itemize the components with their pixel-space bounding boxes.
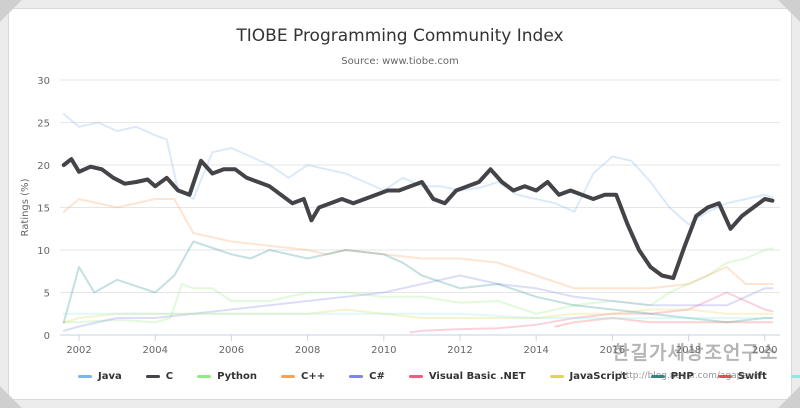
legend-item-visual-basic-net[interactable]: Visual Basic .NET [408, 368, 526, 384]
legend-label: C++ [301, 370, 326, 382]
series-line-visual-basic-net [409, 291, 774, 334]
x-tick-label: 2004 [143, 345, 168, 356]
legend-swatch [197, 374, 212, 378]
legend-swatch [349, 374, 364, 378]
y-tick-label: 5 [44, 289, 50, 300]
legend-item-c[interactable]: C# [349, 368, 385, 384]
series-line-c [62, 198, 774, 290]
watermark-text: 한길가세상조언구소 [612, 342, 779, 364]
y-tick-label: 0 [44, 331, 50, 342]
corner-top-left [0, 0, 22, 22]
watermark-url: http://blog.naver.com/agapeuni [620, 371, 762, 381]
y-tick-label: 20 [37, 161, 50, 172]
y-axis-title: Ratings (%) [20, 178, 31, 236]
x-tick-label: 2020 [752, 345, 777, 356]
legend-label: Python [217, 370, 258, 382]
legend-swatch [78, 374, 92, 378]
legend-item-c[interactable]: C [145, 368, 174, 384]
series-line-swift [554, 317, 774, 328]
corner-top-right [778, 0, 800, 22]
legend-label: Swift [737, 370, 767, 382]
legend-swatch [717, 374, 732, 378]
legend-swatch [281, 374, 296, 378]
y-tick-label: 15 [37, 204, 50, 215]
series-line-python [62, 247, 774, 324]
legend-label: Java [98, 370, 122, 382]
legend-item-python[interactable]: Python [197, 368, 257, 384]
legend-label: PHP [670, 370, 694, 382]
series-line-java [62, 113, 774, 226]
legend-swatch [145, 374, 160, 378]
legend-swatch [790, 374, 800, 378]
chart-subtitle: Source: www.tiobe.com [341, 56, 459, 67]
series-line-javascript [62, 308, 774, 324]
y-tick-label: 25 [37, 119, 50, 130]
corner-bottom-right [778, 386, 800, 408]
legend-item-sql[interactable]: SQL [790, 368, 800, 384]
legend-item-php[interactable]: PHP [650, 368, 694, 384]
series-line-c [62, 274, 774, 332]
legend-label: C# [369, 370, 385, 382]
corner-bottom-left [0, 386, 22, 408]
x-tick-label: 2016 [600, 345, 625, 356]
legend-swatch [549, 374, 564, 378]
x-tick-label: 2012 [447, 345, 472, 356]
legend-label: Visual Basic .NET [428, 370, 526, 382]
legend-label: C [165, 370, 174, 382]
x-tick-label: 2008 [295, 345, 320, 356]
series-line-php [62, 240, 774, 324]
chart-legend: Java C Python C++ C# Visual Basic .NET JavaScr… [78, 368, 800, 384]
legend-item-c[interactable]: C++ [281, 368, 325, 384]
legend-item-java[interactable]: Java [78, 368, 122, 384]
legend-swatch [650, 374, 665, 378]
series-line-sql [62, 312, 774, 319]
y-tick-label: 30 [37, 76, 50, 87]
x-tick-label: 2002 [66, 345, 91, 356]
legend-item-javascript[interactable]: JavaScript [549, 368, 627, 384]
chart-title: TIOBE Programming Community Index [236, 26, 564, 46]
x-tick-label: 2018 [676, 345, 701, 356]
y-tick-label: 10 [37, 246, 50, 257]
series-line-c [61, 157, 775, 281]
legend-item-swift[interactable]: Swift [717, 368, 767, 384]
x-tick-label: 2006 [219, 345, 244, 356]
x-tick-label: 2010 [371, 345, 396, 356]
x-tick-label: 2014 [523, 345, 548, 356]
legend-swatch [408, 374, 423, 378]
legend-label: JavaScript [569, 370, 627, 382]
